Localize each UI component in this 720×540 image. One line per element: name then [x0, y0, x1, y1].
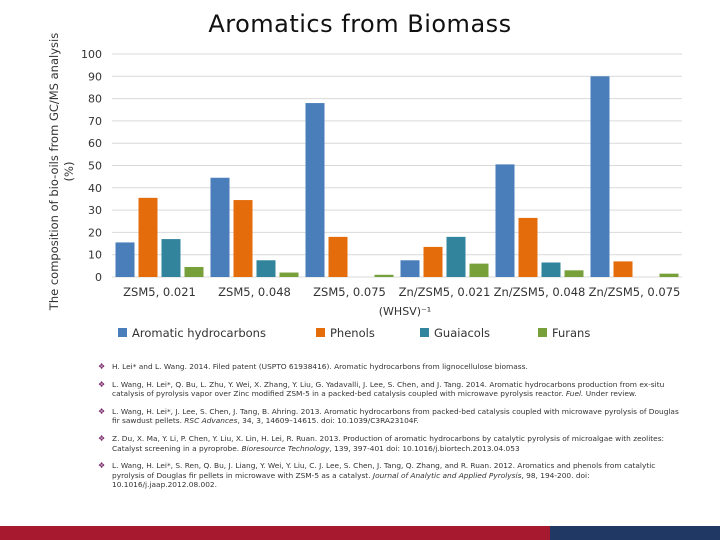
reference-item: ❖ L. Wang, H. Lei*, J. Lee, S. Chen, J. … — [98, 407, 688, 426]
x-axis-label: (WHSV)⁻¹ — [379, 305, 431, 318]
bar — [184, 266, 204, 277]
bar — [518, 217, 538, 277]
bar — [138, 197, 158, 277]
bar — [469, 263, 489, 277]
reference-text: L. Wang, H. Lei*, J. Lee, S. Chen, J. Ta… — [112, 406, 679, 426]
bar — [400, 260, 420, 277]
bar — [279, 272, 299, 277]
x-tick-label: Zn/ZSM5, 0.021 — [399, 285, 491, 299]
legend-swatch — [538, 328, 547, 337]
legend-label: Aromatic hydrocarbons — [132, 326, 266, 340]
reference-item: ❖ L. Wang, H. Lei*, S. Ren, Q. Bu, J. Li… — [98, 461, 688, 490]
page-title: Aromatics from Biomass — [208, 10, 512, 38]
bar — [210, 177, 230, 277]
reference-rest: Under review. — [583, 389, 637, 399]
bar — [495, 164, 515, 277]
bar — [541, 262, 561, 277]
y-tick-label: 90 — [88, 70, 102, 83]
reference-journal: Bioresource Technology — [241, 443, 330, 453]
y-tick-label: 50 — [88, 160, 102, 173]
diamond-bullet-icon: ❖ — [98, 362, 106, 371]
legend-label: Guaiacols — [434, 326, 490, 340]
diamond-bullet-icon: ❖ — [98, 406, 106, 416]
diamond-bullet-icon: ❖ — [98, 461, 106, 471]
bar — [115, 242, 135, 277]
bar — [161, 239, 181, 277]
footer-navy-segment — [550, 526, 720, 540]
y-tick-label: 40 — [88, 182, 102, 195]
reference-text: H. Lei* and L. Wang. 2014. Filed patent … — [112, 362, 528, 371]
bar-chart: 0 10 20 30 40 50 60 70 80 90 100 ZSM5, 0.021 ZSM5, 0… — [47, 33, 682, 340]
y-axis-label-unit: (%) — [62, 162, 76, 182]
reference-rest: , 98, 194-200. doi: 10.1016/j.jaap.2012.… — [112, 470, 590, 490]
legend-swatch — [420, 328, 429, 337]
reference-text: L. Wang, H. Lei*, S. Ren, Q. Bu, J. Lian… — [112, 461, 656, 480]
legend-swatch — [316, 328, 325, 337]
y-tick-label: 0 — [95, 271, 102, 284]
y-tick-label: 60 — [88, 137, 102, 150]
x-tick-label: Zn/ZSM5, 0.075 — [589, 285, 681, 299]
y-tick-label: 30 — [88, 204, 102, 217]
reference-journal: Fuel. — [565, 389, 584, 399]
y-tick-label: 100 — [81, 48, 102, 61]
y-tick-label: 10 — [88, 249, 102, 262]
x-tick-label: ZSM5, 0.021 — [123, 285, 196, 299]
legend-swatch — [118, 328, 127, 337]
diamond-bullet-icon: ❖ — [98, 433, 106, 443]
reference-text: L. Wang, H. Lei*, Q. Bu, L. Zhu, Y. Wei,… — [112, 379, 665, 399]
footer-bar — [0, 526, 720, 540]
reference-journal: Journal of Analytic and Applied Pyrolysi… — [372, 470, 522, 480]
diamond-bullet-icon: ❖ — [98, 379, 106, 389]
bar — [659, 273, 679, 277]
reference-item: ❖ Z. Du, X. Ma, Y. Li, P. Chen, Y. Liu, … — [98, 434, 688, 453]
y-tick-label: 80 — [88, 93, 102, 106]
bar — [305, 103, 325, 277]
y-tick-label: 20 — [88, 226, 102, 239]
reference-item: ❖ L. Wang, H. Lei*, Q. Bu, L. Zhu, Y. We… — [98, 380, 688, 399]
bar — [328, 236, 348, 277]
footer-red-segment — [0, 526, 550, 540]
reference-item: ❖ H. Lei* and L. Wang. 2014. Filed paten… — [98, 362, 688, 372]
x-tick-label: ZSM5, 0.075 — [313, 285, 386, 299]
y-tick-label: 70 — [88, 115, 102, 128]
y-axis-label: The composition of bio-oils from GC/MS a… — [47, 33, 61, 311]
bar — [564, 270, 584, 277]
reference-rest: , 34, 3, 14609–14615. doi: 10.1039/C3RA2… — [237, 416, 419, 426]
x-tick-label: ZSM5, 0.048 — [218, 285, 291, 299]
reference-rest: , 139, 397-401 doi: 10.1016/j.biortech.2… — [329, 443, 520, 453]
bar — [446, 236, 466, 277]
bar — [423, 246, 443, 277]
bar — [613, 261, 633, 277]
bar — [590, 76, 610, 277]
x-tick-label: Zn/ZSM5, 0.048 — [494, 285, 586, 299]
legend-label: Furans — [552, 326, 590, 340]
reference-list: ❖ H. Lei* and L. Wang. 2014. Filed paten… — [98, 362, 688, 498]
bar — [374, 274, 394, 277]
legend-label: Phenols — [330, 326, 375, 340]
bar — [233, 200, 253, 277]
bar — [256, 260, 276, 277]
reference-journal: RSC Advances — [184, 416, 238, 426]
reference-text: Z. Du, X. Ma, Y. Li, P. Chen, Y. Liu, X.… — [112, 433, 665, 453]
